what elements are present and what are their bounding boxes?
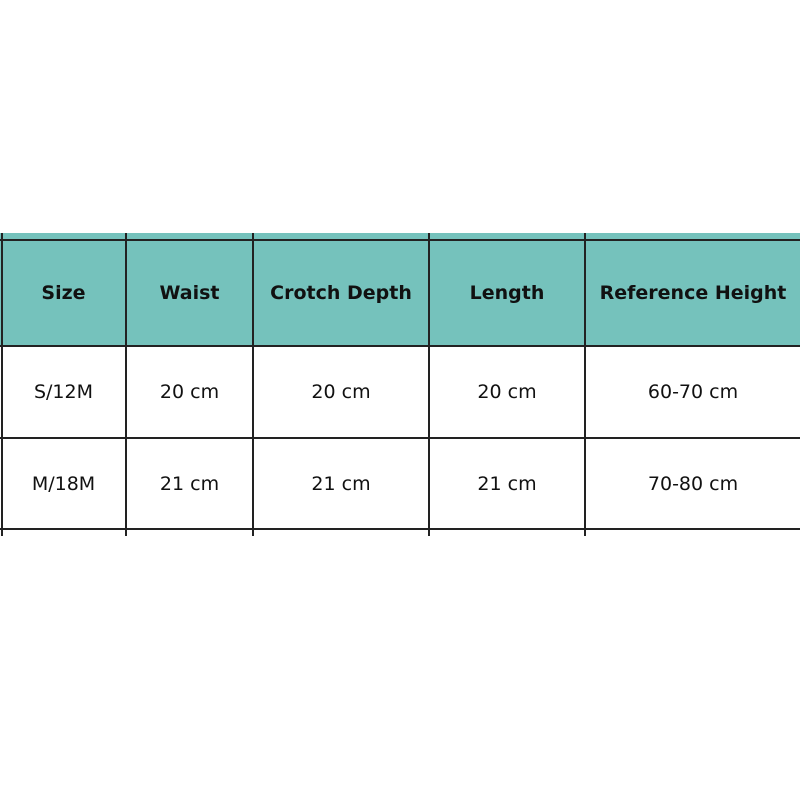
table-cell: 20 cm (311, 381, 371, 403)
divider (0, 528, 800, 530)
table-cell: 60-70 cm (647, 381, 739, 403)
divider (252, 233, 254, 536)
table-cell: 21 cm (159, 472, 220, 495)
divider (0, 437, 800, 439)
header-top-strip (0, 233, 800, 240)
table-header-cell: Length (469, 282, 545, 304)
table-cell: 20 cm (159, 381, 220, 403)
table-header-cell: Reference Height (599, 282, 787, 304)
divider (428, 233, 430, 536)
table-cell: 21 cm (311, 472, 371, 495)
table-cell: M/18M (31, 472, 96, 495)
table-cell: 20 cm (477, 381, 537, 403)
divider (584, 233, 586, 536)
table-cell: S/12M (33, 381, 94, 403)
divider (1, 233, 3, 536)
divider (0, 239, 800, 241)
table-header-cell: Waist (159, 282, 220, 304)
table-header-cell: Size (41, 282, 86, 304)
table-header-cell: Crotch Depth (270, 282, 412, 304)
divider (0, 345, 800, 347)
divider (125, 233, 127, 536)
header-row (0, 240, 800, 345)
table-cell: 70-80 cm (647, 472, 739, 495)
table-cell: 21 cm (477, 472, 537, 495)
